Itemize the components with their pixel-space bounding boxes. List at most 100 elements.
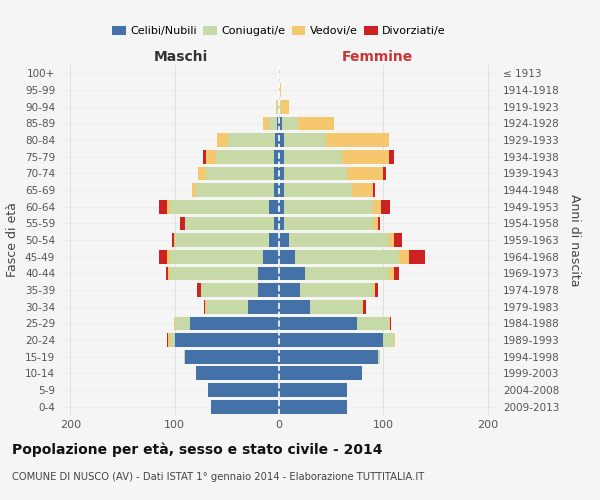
Bar [196, 366, 279, 380]
Bar [409, 250, 425, 264]
Bar [394, 333, 395, 347]
Bar [159, 250, 167, 264]
Bar [197, 166, 206, 180]
Bar [389, 266, 394, 280]
Bar [279, 283, 300, 297]
Text: COMUNE DI NUSCO (AV) - Dati ISTAT 1° gennaio 2014 - Elaborazione TUTTITALIA.IT: COMUNE DI NUSCO (AV) - Dati ISTAT 1° gen… [12, 472, 424, 482]
Bar [175, 333, 279, 347]
Bar [167, 200, 170, 213]
Bar [275, 133, 279, 147]
Bar [279, 233, 289, 247]
Bar [274, 150, 279, 164]
Bar [389, 150, 394, 164]
Bar [205, 300, 206, 314]
Bar [279, 100, 281, 114]
Text: Femmine: Femmine [342, 50, 413, 64]
Bar [169, 333, 170, 347]
Bar [217, 150, 274, 164]
Bar [258, 266, 279, 280]
Bar [279, 316, 357, 330]
Bar [389, 316, 391, 330]
Bar [289, 233, 389, 247]
Bar [167, 333, 169, 347]
Bar [373, 216, 378, 230]
Bar [228, 133, 275, 147]
Bar [279, 133, 284, 147]
Bar [277, 100, 279, 114]
Bar [184, 350, 185, 364]
Bar [274, 216, 279, 230]
Bar [279, 366, 362, 380]
Bar [279, 300, 310, 314]
Bar [373, 200, 381, 213]
Bar [269, 200, 279, 213]
Bar [193, 183, 196, 197]
Bar [206, 300, 248, 314]
Bar [217, 133, 228, 147]
Bar [279, 266, 305, 280]
Bar [383, 166, 386, 180]
Bar [357, 316, 389, 330]
Bar [196, 183, 274, 197]
Bar [305, 266, 389, 280]
Bar [284, 183, 352, 197]
Bar [326, 133, 389, 147]
Text: Popolazione per età, sesso e stato civile - 2014: Popolazione per età, sesso e stato civil… [12, 442, 383, 457]
Bar [185, 216, 274, 230]
Bar [352, 183, 373, 197]
Bar [375, 283, 378, 297]
Bar [269, 116, 277, 130]
Bar [173, 316, 175, 330]
Bar [263, 250, 279, 264]
Bar [364, 300, 365, 314]
Bar [248, 300, 279, 314]
Bar [378, 350, 380, 364]
Bar [263, 116, 269, 130]
Bar [170, 333, 175, 347]
Bar [347, 166, 383, 180]
Bar [169, 266, 170, 280]
Bar [167, 250, 170, 264]
Bar [201, 283, 258, 297]
Bar [175, 316, 190, 330]
Bar [279, 383, 347, 397]
Bar [279, 333, 383, 347]
Legend: Celibi/Nubili, Coniugati/e, Vedovi/e, Divorziati/e: Celibi/Nubili, Coniugati/e, Vedovi/e, Di… [108, 22, 450, 41]
Bar [310, 300, 362, 314]
Bar [206, 150, 217, 164]
Bar [373, 183, 375, 197]
Bar [279, 116, 282, 130]
Bar [279, 350, 378, 364]
Bar [204, 300, 205, 314]
Bar [295, 250, 399, 264]
Bar [362, 300, 364, 314]
Bar [284, 216, 373, 230]
Bar [284, 150, 341, 164]
Bar [170, 266, 258, 280]
Bar [300, 283, 373, 297]
Bar [281, 100, 289, 114]
Bar [279, 400, 347, 413]
Bar [166, 266, 169, 280]
Bar [258, 283, 279, 297]
Bar [274, 183, 279, 197]
Bar [389, 233, 394, 247]
Bar [399, 250, 409, 264]
Bar [208, 383, 279, 397]
Bar [279, 66, 280, 80]
Bar [190, 316, 279, 330]
Bar [159, 200, 167, 213]
Bar [274, 166, 279, 180]
Bar [279, 83, 281, 97]
Y-axis label: Fasce di età: Fasce di età [7, 202, 19, 278]
Bar [206, 166, 274, 180]
Bar [394, 266, 399, 280]
Bar [175, 233, 269, 247]
Bar [284, 166, 347, 180]
Bar [279, 250, 295, 264]
Bar [279, 183, 284, 197]
Bar [197, 283, 201, 297]
Bar [373, 283, 375, 297]
Bar [282, 116, 298, 130]
Bar [269, 233, 279, 247]
